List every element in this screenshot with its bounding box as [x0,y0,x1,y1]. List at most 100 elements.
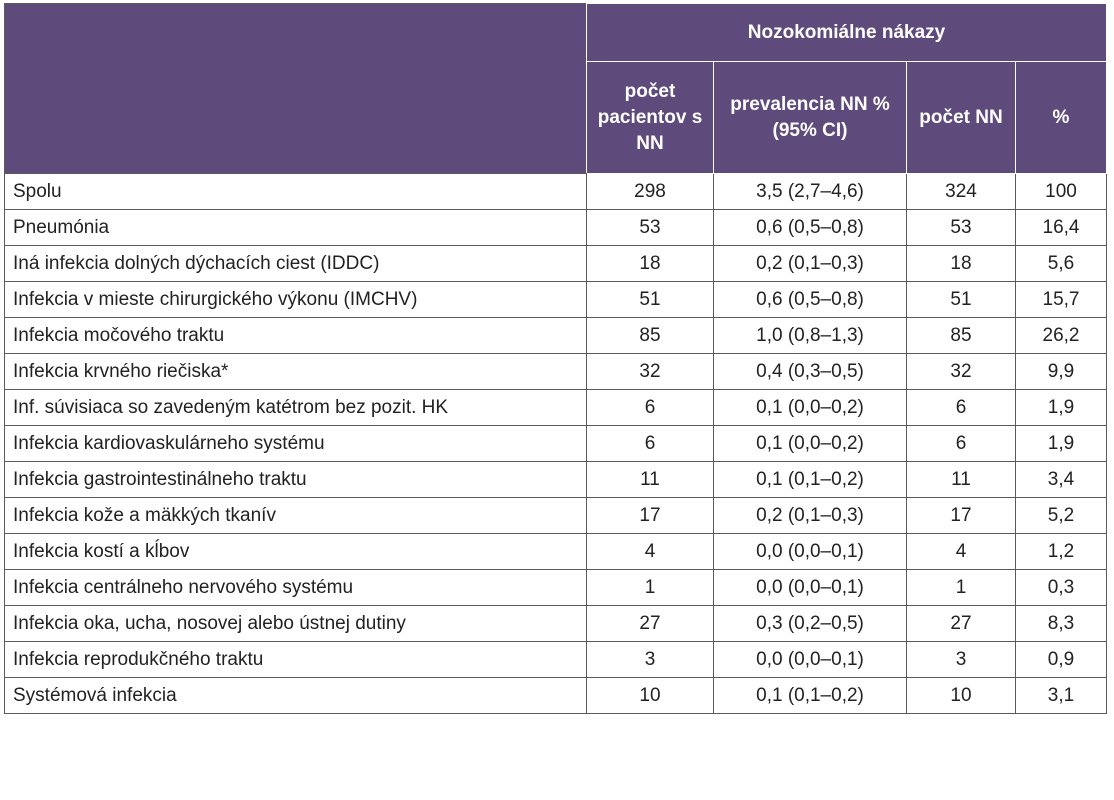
row-percent: 1,9 [1014,389,1108,426]
row-patients-with-nn: 85 [586,317,714,354]
row-label: Pneumónia [4,209,587,246]
row-percent: 16,4 [1014,209,1108,246]
header-percent: % [1014,61,1108,174]
header-patients-with-nn: počet pacientov s NN [586,61,714,174]
row-patients-with-nn: 10 [586,677,714,714]
row-nn-count: 18 [906,245,1016,282]
row-prevalence: 0,2 (0,1–0,3) [713,245,907,282]
row-prevalence: 0,1 (0,0–0,2) [713,425,907,462]
row-label: Infekcia kardiovaskulárneho systému [4,425,587,462]
row-nn-count: 27 [906,605,1016,642]
row-label: Iná infekcia dolných dýchacích ciest (ID… [4,245,587,282]
row-percent: 5,2 [1014,497,1108,534]
table-body: Spolu 298 3,5 (2,7–4,6) 324 100 Pneumónia 53 0,… [4,173,1108,714]
row-nn-count: 4 [906,533,1016,570]
row-percent: 3,1 [1014,677,1108,714]
row-patients-with-nn: 18 [586,245,714,282]
row-prevalence: 0,0 (0,0–0,1) [713,533,907,570]
table-row: Infekcia močového traktu 85 1,0 (0,8–1,3) 8… [4,317,1108,354]
row-label: Infekcia močového traktu [4,317,587,354]
row-patients-with-nn: 6 [586,389,714,426]
row-nn-count: 324 [906,173,1016,210]
row-patients-with-nn: 1 [586,569,714,606]
row-nn-count: 11 [906,461,1016,498]
table-row: Infekcia krvného riečiska* 32 0,4 (0,3–0,5… [4,353,1108,390]
nosocomial-infections-table-wrapper: Nozokomiálne nákazy počet pacientov s NN… [4,3,1108,714]
row-nn-count: 6 [906,425,1016,462]
row-percent: 1,2 [1014,533,1108,570]
row-nn-count: 17 [906,497,1016,534]
row-patients-with-nn: 32 [586,353,714,390]
row-label: Infekcia centrálneho nervového systému [4,569,587,606]
row-nn-count: 85 [906,317,1016,354]
table-row: Infekcia reprodukčného traktu 3 0,0 (0,0–0… [4,641,1108,678]
header-blank-cell [4,3,587,174]
row-percent: 5,6 [1014,245,1108,282]
row-prevalence: 0,6 (0,5–0,8) [713,209,907,246]
row-prevalence: 0,0 (0,0–0,1) [713,641,907,678]
nosocomial-infections-table: Nozokomiálne nákazy počet pacientov s NN… [4,3,1108,714]
row-percent: 15,7 [1014,281,1108,318]
row-patients-with-nn: 6 [586,425,714,462]
row-prevalence: 0,1 (0,0–0,2) [713,389,907,426]
row-prevalence: 0,0 (0,0–0,1) [713,569,907,606]
table-row: Spolu 298 3,5 (2,7–4,6) 324 100 [4,173,1108,210]
header-nn-count: počet NN [906,61,1016,174]
table-row: Infekcia oka, ucha, nosovej alebo ústnej… [4,605,1108,642]
table-header: Nozokomiálne nákazy počet pacientov s NN… [4,3,1108,174]
row-percent: 9,9 [1014,353,1108,390]
row-patients-with-nn: 4 [586,533,714,570]
row-patients-with-nn: 11 [586,461,714,498]
row-label: Infekcia kože a mäkkých tkanív [4,497,587,534]
table-row: Iná infekcia dolných dýchacích ciest (ID… [4,245,1108,282]
table-row: Infekcia gastrointestinálneho traktu 11 0,… [4,461,1108,498]
row-prevalence: 0,1 (0,1–0,2) [713,461,907,498]
table-row: Infekcia centrálneho nervového systému 1 0… [4,569,1108,606]
row-label: Spolu [4,173,587,210]
row-label: Infekcia krvného riečiska* [4,353,587,390]
row-patients-with-nn: 3 [586,641,714,678]
row-prevalence: 3,5 (2,7–4,6) [713,173,907,210]
row-prevalence: 0,6 (0,5–0,8) [713,281,907,318]
table-row: Pneumónia 53 0,6 (0,5–0,8) 53 16,4 [4,209,1108,246]
row-patients-with-nn: 17 [586,497,714,534]
table-row: Systémová infekcia 10 0,1 (0,1–0,2) 10 3,1 [4,677,1108,714]
row-prevalence: 0,1 (0,1–0,2) [713,677,907,714]
row-percent: 1,9 [1014,425,1108,462]
row-label: Inf. súvisiaca so zavedeným katétrom bez… [4,389,587,426]
row-label: Infekcia v mieste chirurgického výkonu (… [4,281,587,318]
row-nn-count: 1 [906,569,1016,606]
row-percent: 26,2 [1014,317,1108,354]
row-prevalence: 0,2 (0,1–0,3) [713,497,907,534]
row-nn-count: 3 [906,641,1016,678]
row-prevalence: 0,3 (0,2–0,5) [713,605,907,642]
row-nn-count: 10 [906,677,1016,714]
row-percent: 3,4 [1014,461,1108,498]
table-row: Infekcia kože a mäkkých tkanív 17 0,2 (0,1… [4,497,1108,534]
row-label: Infekcia reprodukčného traktu [4,641,587,678]
row-nn-count: 51 [906,281,1016,318]
row-nn-count: 32 [906,353,1016,390]
table-row: Inf. súvisiaca so zavedeným katétrom bez… [4,389,1108,426]
row-nn-count: 6 [906,389,1016,426]
row-label: Infekcia gastrointestinálneho traktu [4,461,587,498]
table-row: Infekcia kostí a kĺbov 4 0,0 (0,0–0,1) 4 1,2 [4,533,1108,570]
row-patients-with-nn: 53 [586,209,714,246]
row-prevalence: 0,4 (0,3–0,5) [713,353,907,390]
row-prevalence: 1,0 (0,8–1,3) [713,317,907,354]
table-row: Infekcia kardiovaskulárneho systému 6 0,1 … [4,425,1108,462]
row-label: Systémová infekcia [4,677,587,714]
row-patients-with-nn: 27 [586,605,714,642]
row-percent: 0,3 [1014,569,1108,606]
table-row: Infekcia v mieste chirurgického výkonu (… [4,281,1108,318]
row-nn-count: 53 [906,209,1016,246]
row-percent: 8,3 [1014,605,1108,642]
header-prevalence: prevalencia NN % (95% CI) [713,61,907,174]
row-label: Infekcia oka, ucha, nosovej alebo ústnej… [4,605,587,642]
row-percent: 100 [1014,173,1108,210]
row-patients-with-nn: 298 [586,173,714,210]
row-label: Infekcia kostí a kĺbov [4,533,587,570]
header-group-title: Nozokomiálne nákazy [585,3,1108,62]
row-percent: 0,9 [1014,641,1108,678]
row-patients-with-nn: 51 [586,281,714,318]
